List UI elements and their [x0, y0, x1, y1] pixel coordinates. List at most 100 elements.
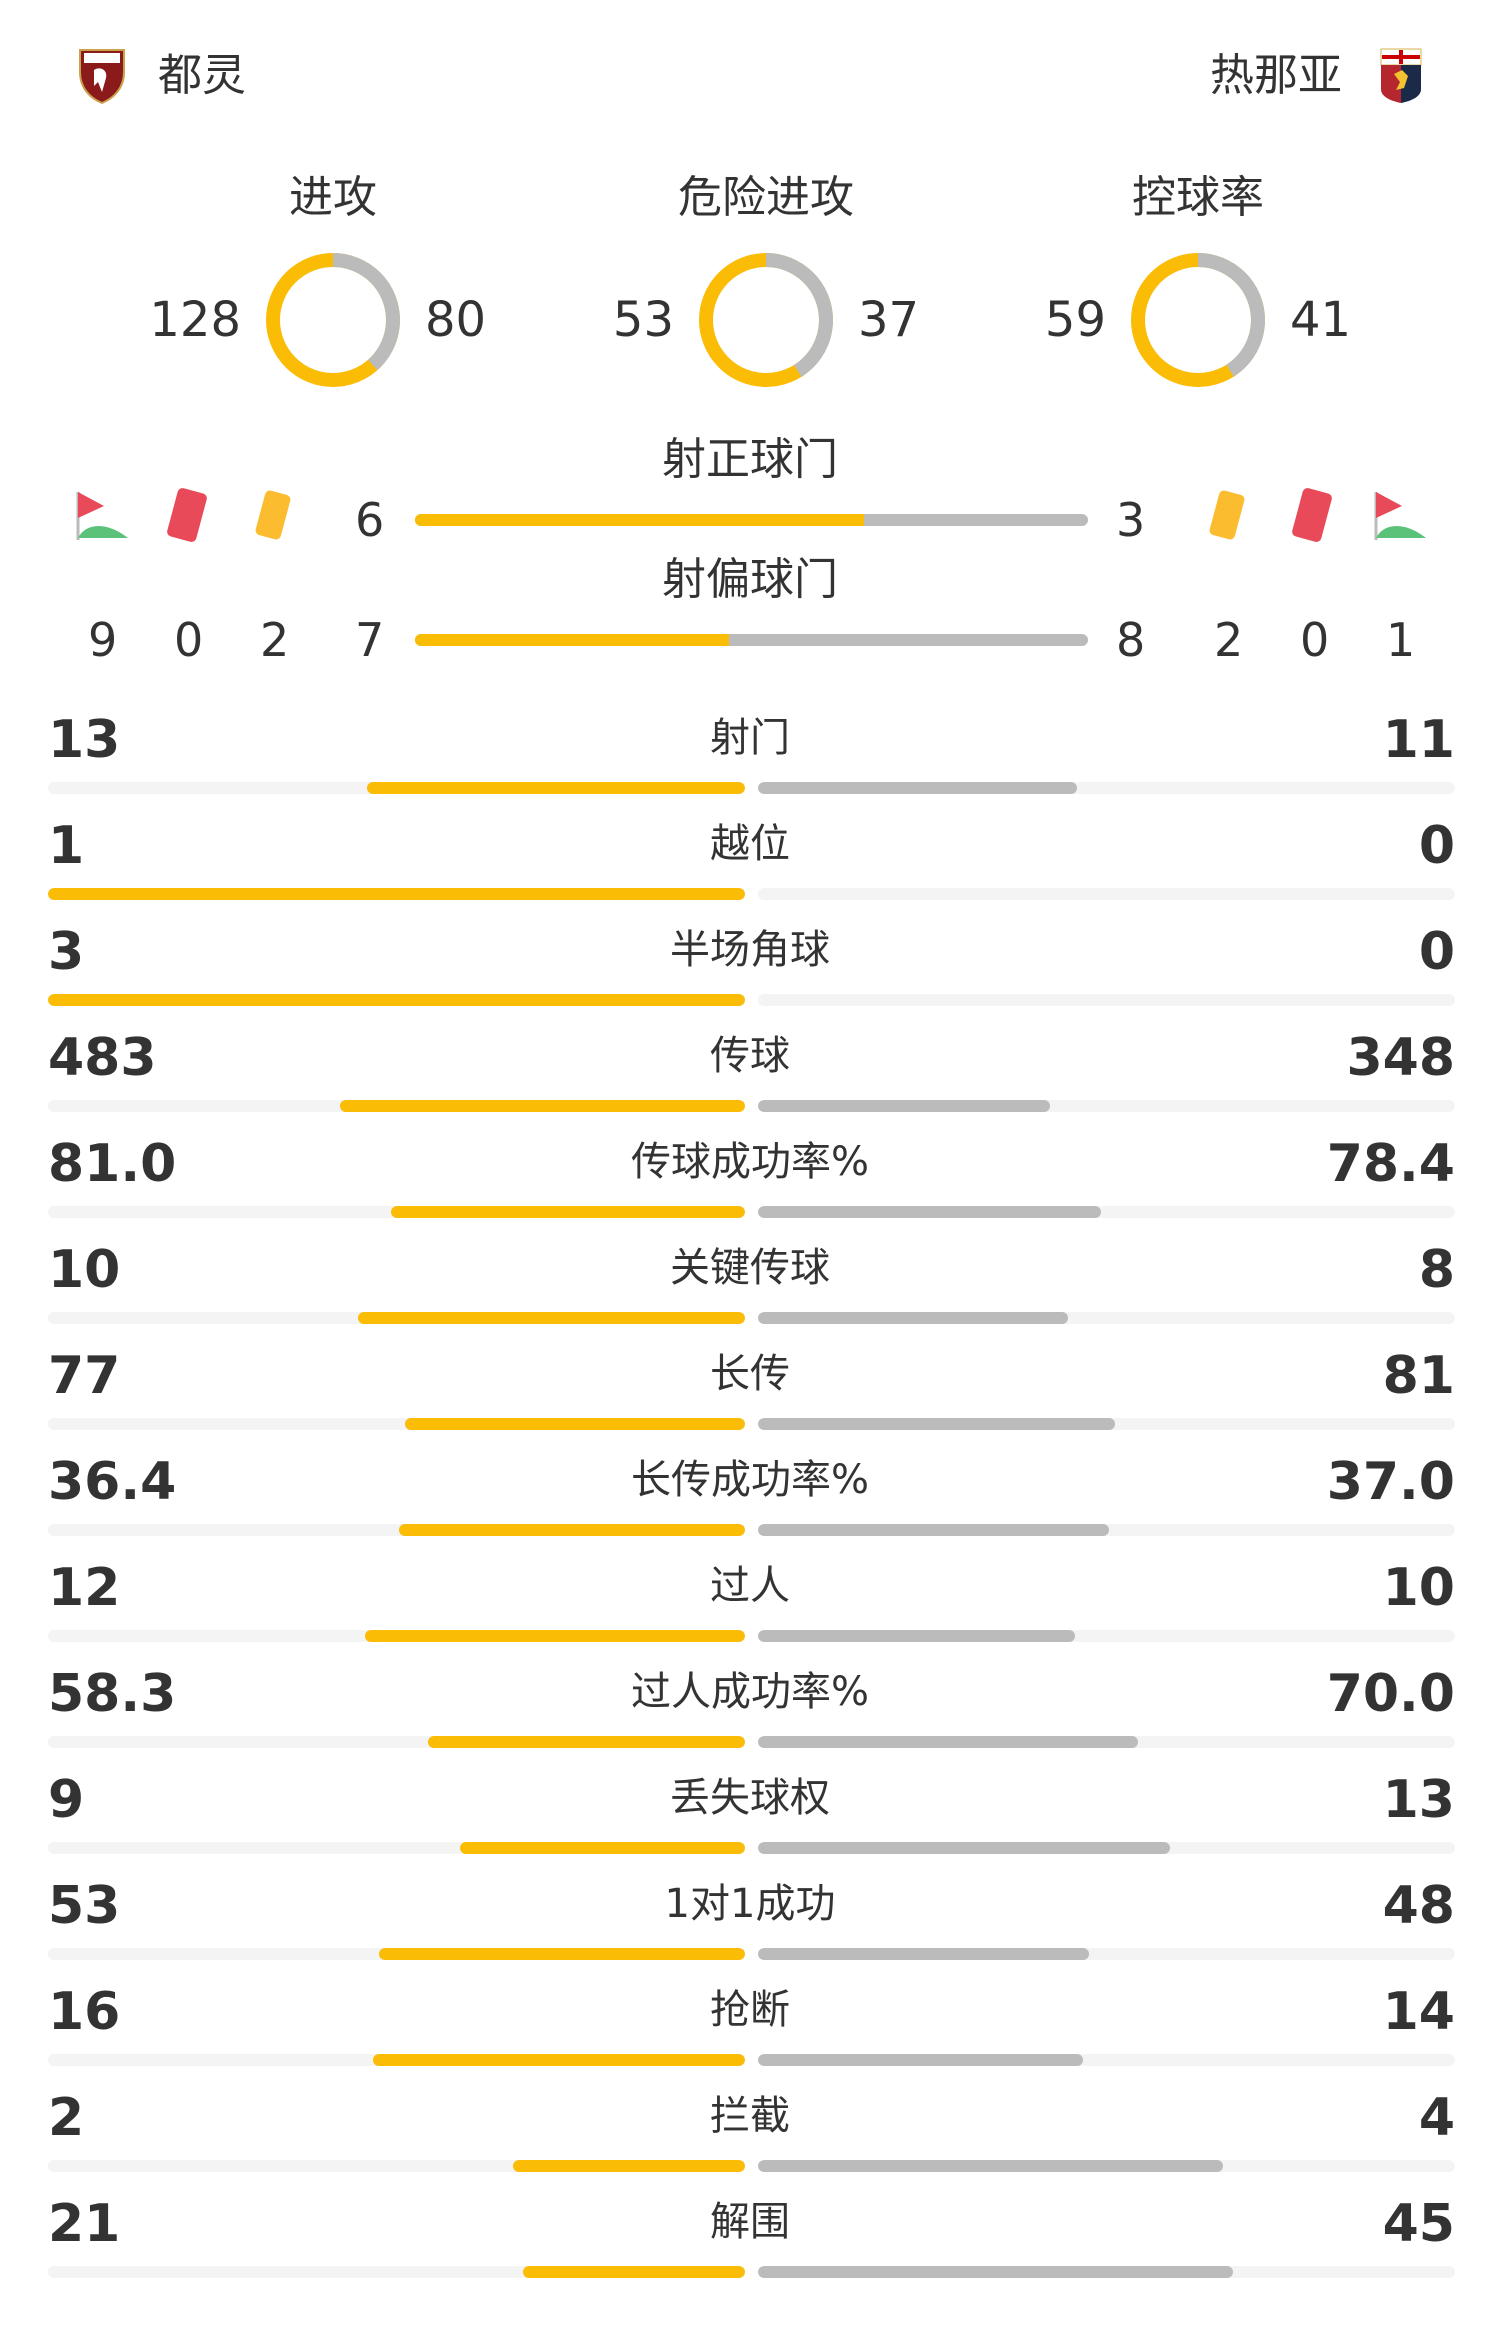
stat-row: 13 射门 11: [0, 708, 1500, 814]
donut-away-arc: [266, 253, 400, 387]
stat-home-bar: [339, 1100, 745, 1112]
stat-home-bar: [428, 1736, 745, 1748]
stat-home-track: [48, 1524, 745, 1536]
stat-home-track: [48, 2160, 745, 2172]
donut-away-value: 41: [1290, 292, 1352, 348]
stat-away-track: [758, 2266, 1455, 2278]
stat-away-track: [758, 1206, 1455, 1218]
stat-row: 3 半场角球 0: [0, 920, 1500, 1026]
stat-home-value: 483: [48, 1028, 157, 1088]
stat-away-value: 8: [1418, 1240, 1455, 1300]
stat-away-bar: [758, 1948, 1090, 1960]
stat-away-track: [758, 888, 1455, 900]
away-corners: 1: [1386, 613, 1416, 667]
donut-away-arc: [1131, 253, 1265, 387]
stat-home-value: 13: [48, 710, 121, 770]
stat-home-bar: [390, 1206, 745, 1218]
stat-label: 传球成功率%: [630, 1139, 869, 1185]
donut-away-arc: [699, 253, 833, 387]
stat-label: 长传: [710, 1351, 790, 1397]
stat-away-bar: [758, 782, 1078, 794]
stat-label: 过人成功率%: [630, 1669, 869, 1715]
donut-title: 危险进攻: [678, 172, 854, 223]
stat-away-track: [758, 1100, 1455, 1112]
stat-home-value: 2: [48, 2088, 85, 2148]
stat-away-bar: [758, 1418, 1116, 1430]
stat-away-track: [758, 1948, 1455, 1960]
stat-home-bar: [399, 1524, 745, 1536]
stat-home-bar: [523, 2266, 745, 2278]
stat-away-track: [758, 2160, 1455, 2172]
stat-away-value: 45: [1382, 2194, 1455, 2254]
stat-home-value: 81.0: [48, 1134, 177, 1194]
away-yellow-cards: 2: [1214, 613, 1244, 667]
stat-home-track: [48, 1736, 745, 1748]
stat-home-track: [48, 888, 745, 900]
stat-row: 12 过人 10: [0, 1556, 1500, 1662]
donut-title: 控球率: [1132, 172, 1264, 223]
stat-home-track: [48, 994, 745, 1006]
stat-home-track: [48, 1100, 745, 1112]
donut-chart: [266, 253, 400, 387]
stat-home-value: 36.4: [48, 1452, 177, 1512]
donut-chart: [1131, 253, 1265, 387]
stat-row: 53 1对1成功 48: [0, 1874, 1500, 1980]
stat-row: 9 丢失球权 13: [0, 1768, 1500, 1874]
stat-home-value: 12: [48, 1558, 121, 1618]
corner-flag-icon: [1372, 490, 1428, 546]
stat-away-value: 0: [1418, 922, 1455, 982]
stat-away-value: 0: [1418, 816, 1455, 876]
stat-home-value: 10: [48, 1240, 121, 1300]
stat-label: 越位: [710, 821, 790, 867]
stat-home-track: [48, 1948, 745, 1960]
home-team-name[interactable]: 都灵: [158, 50, 246, 101]
stat-away-track: [758, 1630, 1455, 1642]
shots-on-target-home-fill: [415, 514, 864, 526]
home-team-logo: [78, 48, 126, 105]
stat-home-bar: [48, 994, 745, 1006]
stat-home-track: [48, 1630, 745, 1642]
stat-home-value: 16: [48, 1982, 121, 2042]
stat-away-bar: [758, 1736, 1139, 1748]
away-team-logo: [1380, 48, 1422, 104]
stat-home-bar: [364, 1630, 745, 1642]
stat-away-value: 13: [1382, 1770, 1455, 1830]
donut-away-value: 37: [858, 292, 920, 348]
home-red-cards: 0: [174, 613, 204, 667]
stat-home-bar: [367, 782, 745, 794]
away-red-cards: 0: [1300, 613, 1330, 667]
stat-row: 1 越位 0: [0, 814, 1500, 920]
stat-home-track: [48, 1842, 745, 1854]
stat-home-bar: [459, 1842, 745, 1854]
red-card-icon: [160, 486, 216, 550]
stat-row: 77 长传 81: [0, 1344, 1500, 1450]
shots-off-target-home: 7: [355, 613, 385, 667]
stat-away-value: 70.0: [1326, 1664, 1455, 1724]
donut-home-value: 53: [612, 292, 674, 348]
corner-flag-icon: [74, 490, 130, 546]
stat-home-track: [48, 2266, 745, 2278]
stat-label: 解围: [710, 2199, 790, 2245]
away-team-name[interactable]: 热那亚: [1210, 50, 1342, 101]
stat-home-value: 1: [48, 816, 85, 876]
stat-home-bar: [373, 2054, 745, 2066]
stat-away-track: [758, 1312, 1455, 1324]
donut-chart: [699, 253, 833, 387]
stat-home-bar: [48, 888, 745, 900]
stat-away-value: 48: [1382, 1876, 1455, 1936]
stat-away-bar: [758, 2266, 1234, 2278]
stat-home-track: [48, 1418, 745, 1430]
stat-row: 36.4 长传成功率% 37.0: [0, 1450, 1500, 1556]
stat-away-value: 10: [1382, 1558, 1455, 1618]
stat-away-track: [758, 1842, 1455, 1854]
shots-on-target-label: 射正球门: [662, 434, 838, 485]
stat-row: 81.0 传球成功率% 78.4: [0, 1132, 1500, 1238]
stat-away-value: 14: [1382, 1982, 1455, 2042]
shots-off-target-label: 射偏球门: [662, 554, 838, 605]
stat-away-value: 11: [1382, 710, 1455, 770]
stat-row: 16 抢断 14: [0, 1980, 1500, 2086]
stat-away-value: 81: [1382, 1346, 1455, 1406]
donut-away-value: 80: [425, 292, 487, 348]
stat-label: 关键传球: [670, 1245, 830, 1291]
stat-label: 传球: [710, 1033, 790, 1079]
